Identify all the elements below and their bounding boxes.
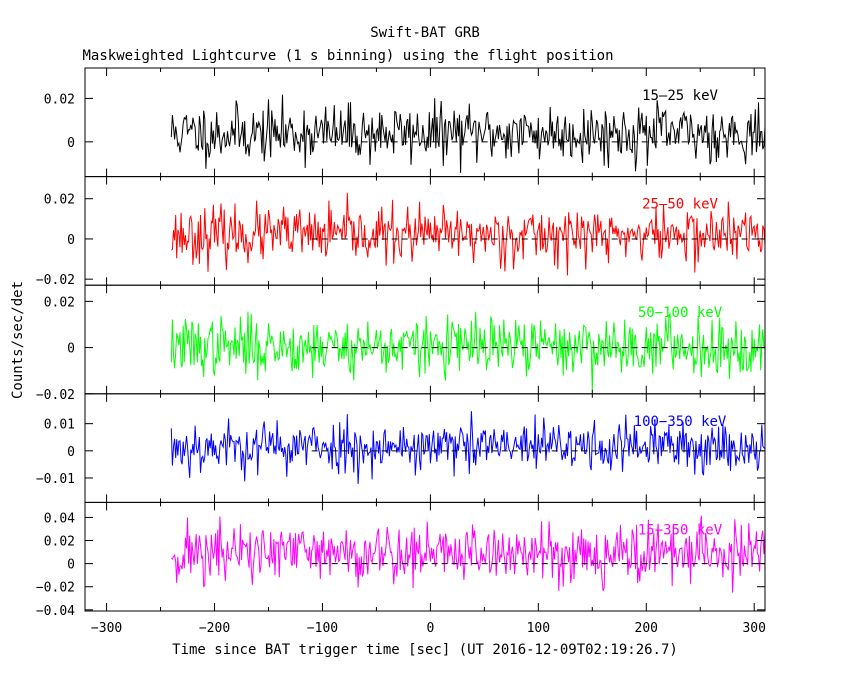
x-tick-labels: −300 −200 −100 0 100 200 300 [91,621,766,636]
x-tick-label: 300 [742,621,765,636]
lightcurve-series [170,311,766,391]
y-tick-label: 0 [67,445,75,460]
band-label: 50−100 keV [638,305,723,321]
lightcurve-series [171,192,766,276]
chart-subtitle: Maskweighted Lightcurve (1 s binning) us… [82,48,613,64]
y-tick-label: −0.02 [36,581,75,596]
panel-frame [84,501,766,612]
panel-25-50-kev: −0.02 0 0.02 25–50 keV [36,176,766,288]
panel-15-350-kev: −0.04 −0.02 0 0.02 0.04 15−350 keV [36,501,766,619]
y-tick-label: 0.04 [44,511,75,526]
x-tick-label: −100 [307,621,338,636]
lightcurve-series [171,515,766,593]
y-tick-label: 0 [67,233,75,248]
x-tick-label: 100 [527,621,550,636]
y-tick-label: 0 [67,558,75,573]
x-axis-label: Time since BAT trigger time [sec] (UT 20… [172,642,678,658]
band-label: 25–50 keV [642,197,718,213]
y-tick-label: −0.02 [36,388,75,403]
y-tick-label: 0.02 [44,295,75,310]
y-tick-label: 0.01 [44,418,75,433]
band-label: 100−350 keV [634,414,727,430]
chart-title: Swift-BAT GRB [370,25,480,41]
y-tick-label: −0.02 [36,273,75,288]
x-tick-label: 0 [426,621,434,636]
y-tick-label: 0 [67,342,75,357]
lightcurve-series [170,94,766,173]
y-tick-label: −0.04 [36,604,75,619]
x-tick-label: −300 [91,621,122,636]
panel-100-350-kev: −0.01 0 0.01 100−350 keV [36,393,766,503]
y-tick-label: 0.02 [44,535,75,550]
y-tick-label: −0.01 [36,472,75,487]
band-label: 15–25 keV [642,88,718,104]
panel-50-100-kev: −0.02 0 0.02 50−100 keV [36,284,766,403]
x-tick-label: 200 [635,621,658,636]
y-tick-label: 0 [67,136,75,151]
panel-15-25-kev: 0 0.02 15–25 keV [44,67,766,178]
x-tick-label: −200 [199,621,230,636]
y-axis-label: Counts/sec/det [10,281,26,399]
lightcurve-series [170,411,766,484]
y-tick-label: 0.02 [44,193,75,208]
y-tick-label: 0.02 [44,92,75,107]
band-label: 15−350 keV [638,522,723,538]
